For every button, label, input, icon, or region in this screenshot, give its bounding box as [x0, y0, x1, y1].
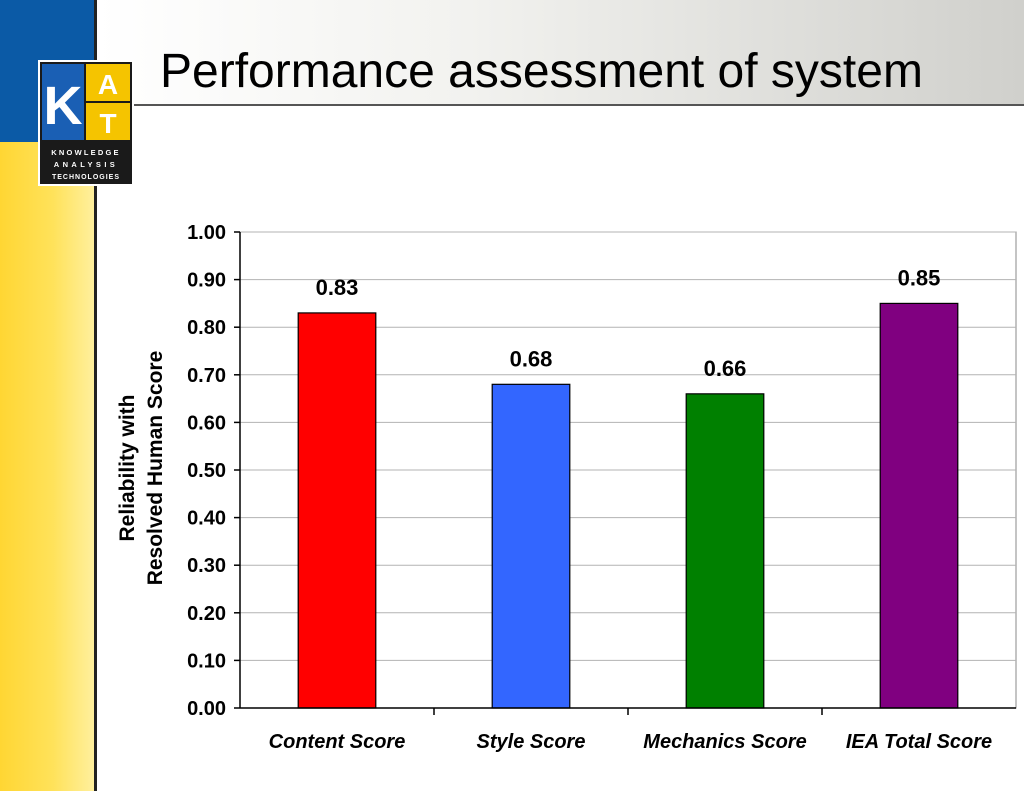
- bar-iea-total-score: [879, 302, 959, 709]
- title-underline: [97, 104, 1024, 106]
- data-label: 0.83: [316, 275, 359, 300]
- y-tick-label: 0.80: [187, 317, 226, 339]
- logo-letter-a: A: [98, 69, 118, 100]
- bar-style-score: [491, 383, 571, 709]
- y-tick-label: 0.00: [187, 698, 226, 720]
- left-yellow-band: [0, 142, 96, 791]
- logo-line-analysis: ANALYSIS: [54, 160, 118, 169]
- logo-line-knowledge: KNOWLEDGE: [51, 148, 120, 157]
- y-tick-label: 0.30: [187, 555, 226, 577]
- data-label: 0.68: [510, 346, 553, 371]
- y-tick-label: 0.10: [187, 650, 226, 672]
- y-tick-label: 1.00: [187, 222, 226, 244]
- data-label: 0.85: [898, 265, 941, 290]
- y-axis-label-line-1: Reliability with: [116, 394, 139, 541]
- y-tick-label: 0.70: [187, 365, 226, 387]
- x-tick-label: Content Score: [269, 731, 406, 753]
- y-tick-label: 0.60: [187, 412, 226, 434]
- bar-content-score: [297, 312, 377, 709]
- logo-k-tile: [42, 64, 84, 140]
- y-tick-label: 0.20: [187, 603, 226, 625]
- x-tick-label: Mechanics Score: [643, 731, 806, 753]
- y-axis-label-line-2: Resolved Human Score: [144, 351, 167, 586]
- x-tick-labels: Content Score Style Score Mechanics Score I…: [269, 731, 993, 753]
- logo-t-tile: [86, 103, 130, 140]
- y-axis-label: Reliability with Resolved Human Score: [116, 351, 167, 586]
- title-bar: [97, 0, 1024, 104]
- data-label: 0.66: [704, 356, 747, 381]
- data-labels: 0.83 0.68 0.66 0.85: [316, 265, 941, 380]
- left-divider-line: [94, 0, 97, 791]
- x-tick-label: IEA Total Score: [846, 731, 992, 753]
- logo-a-tile: [86, 64, 130, 101]
- y-tick-label: 0.40: [187, 508, 226, 530]
- bar-mechanics-score: [685, 393, 765, 709]
- kat-logo-mark: K A T KNOWLEDGE ANALYSIS TECHNOLOGIES: [42, 64, 130, 181]
- x-tick-label: Style Score: [477, 731, 586, 753]
- logo-letter-t: T: [99, 108, 116, 139]
- kat-logo: K A T KNOWLEDGE ANALYSIS TECHNOLOGIES: [38, 60, 134, 186]
- slide-title: Performance assessment of system: [160, 45, 923, 98]
- y-tick-labels: 0.00 0.10 0.20 0.30 0.40 0.50 0.60 0.70 0.80 0.90…: [187, 222, 226, 720]
- y-tick-label: 0.90: [187, 270, 226, 292]
- logo-line-technologies: TECHNOLOGIES: [52, 174, 120, 181]
- logo-letter-k: K: [44, 76, 83, 136]
- y-tick-label: 0.50: [187, 460, 226, 482]
